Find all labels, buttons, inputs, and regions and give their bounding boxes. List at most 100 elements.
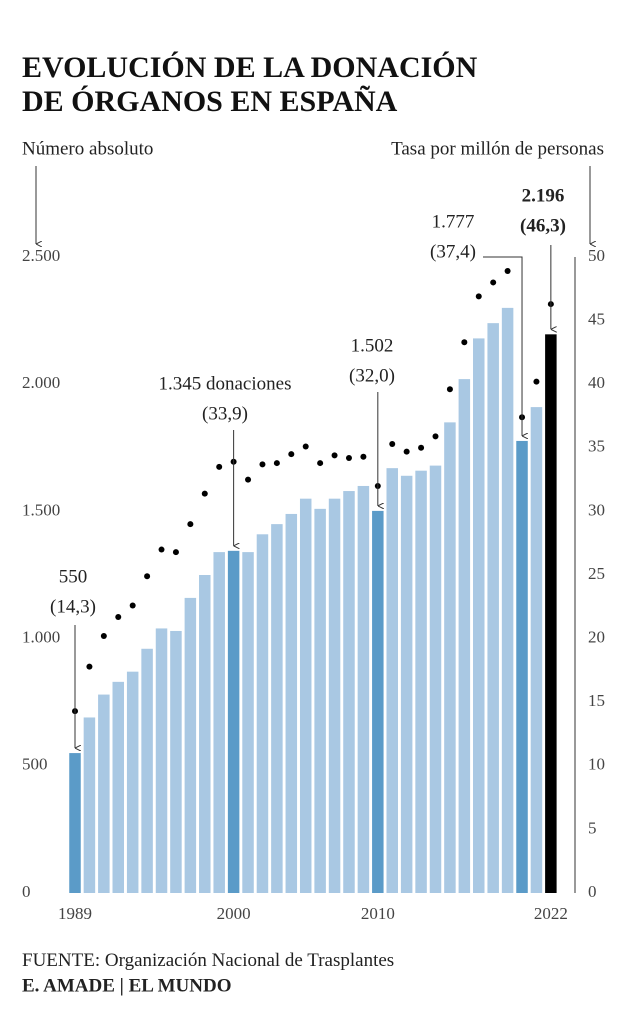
rate-dot bbox=[201, 490, 208, 497]
y-tick-label: 2.500 bbox=[22, 246, 60, 265]
y2-tick-label: 45 bbox=[588, 310, 605, 329]
value-label: 1.777 bbox=[432, 211, 475, 232]
bar bbox=[473, 338, 485, 894]
rate-dot bbox=[504, 267, 511, 274]
bar bbox=[530, 407, 543, 893]
bar bbox=[372, 510, 384, 893]
y-tick-label: 1.000 bbox=[22, 628, 60, 647]
y2-tick-label: 15 bbox=[588, 691, 605, 710]
bar bbox=[285, 513, 298, 893]
rate-dot bbox=[317, 460, 324, 467]
rate-dot bbox=[158, 546, 165, 553]
rate-dot bbox=[389, 440, 396, 447]
source-label: FUENTE: bbox=[22, 950, 100, 971]
rate-label: (46,3) bbox=[520, 215, 566, 236]
rate-dot bbox=[115, 613, 122, 620]
bar bbox=[415, 470, 427, 893]
rate-dot bbox=[288, 451, 295, 458]
bar bbox=[386, 468, 398, 893]
bar bbox=[516, 440, 528, 893]
y2-tick-label: 50 bbox=[588, 246, 605, 265]
rate-dot bbox=[345, 454, 352, 461]
y2-tick-label: 25 bbox=[588, 564, 605, 583]
rate-dot bbox=[446, 386, 453, 393]
x-tick-label: 2000 bbox=[217, 904, 251, 923]
bar bbox=[487, 323, 499, 893]
bar bbox=[227, 550, 240, 893]
rate-dot bbox=[245, 476, 252, 483]
bar bbox=[299, 498, 312, 893]
rate-label: (14,3) bbox=[50, 596, 96, 617]
x-tick-label: 2010 bbox=[361, 904, 395, 923]
bar bbox=[271, 524, 283, 893]
bar bbox=[141, 648, 153, 893]
bar bbox=[83, 717, 96, 893]
rate-dot bbox=[403, 448, 410, 455]
bar bbox=[343, 491, 355, 893]
value-label: 1.345 donaciones bbox=[159, 373, 292, 394]
chart-title: DE ÓRGANOS EN ESPAÑA bbox=[22, 85, 398, 118]
bar bbox=[242, 552, 254, 893]
y-tick-label: 2.000 bbox=[22, 373, 60, 392]
bar bbox=[501, 307, 514, 893]
chart-title: EVOLUCIÓN DE LA DONACIÓN bbox=[22, 51, 478, 84]
y2-tick-label: 30 bbox=[588, 500, 605, 519]
rate-dot bbox=[533, 378, 540, 385]
x-tick-label: 2022 bbox=[534, 904, 568, 923]
y2-tick-label: 35 bbox=[588, 437, 605, 456]
bar bbox=[155, 628, 168, 893]
rate-dot bbox=[490, 279, 497, 286]
bar bbox=[458, 379, 471, 893]
bar bbox=[314, 508, 326, 893]
rate-dot bbox=[432, 433, 439, 440]
y2-tick-label: 40 bbox=[588, 373, 605, 392]
y2-tick-label: 10 bbox=[588, 755, 605, 774]
rate-dot bbox=[302, 443, 309, 450]
rate-dot bbox=[187, 521, 194, 528]
rate-dot bbox=[475, 293, 482, 300]
bar bbox=[98, 694, 110, 893]
bar bbox=[213, 552, 225, 893]
y2-tick-label: 20 bbox=[588, 628, 605, 647]
annotation-line bbox=[483, 256, 522, 436]
bar bbox=[184, 597, 197, 893]
rate-dot bbox=[216, 463, 223, 470]
bar bbox=[170, 630, 182, 893]
bar bbox=[357, 485, 370, 893]
rate-dot bbox=[331, 452, 338, 459]
bar bbox=[444, 422, 456, 893]
bar bbox=[256, 534, 269, 893]
rate-dot bbox=[360, 453, 367, 460]
bar bbox=[545, 334, 557, 893]
y-tick-label: 1.500 bbox=[22, 500, 60, 519]
value-label: 1.502 bbox=[351, 335, 394, 356]
x-tick-label: 1989 bbox=[58, 904, 92, 923]
rate-dot bbox=[86, 663, 93, 670]
y2-tick-label: 5 bbox=[588, 818, 597, 837]
credit: E. AMADE | EL MUNDO bbox=[22, 975, 232, 996]
rate-dot bbox=[100, 633, 107, 640]
bar bbox=[328, 498, 341, 893]
rate-label: (33,9) bbox=[202, 403, 248, 424]
rate-dot bbox=[461, 339, 468, 346]
source: FUENTE: Organización Nacional de Traspla… bbox=[22, 950, 394, 971]
rate-dot bbox=[259, 461, 266, 468]
rate-dot bbox=[418, 444, 425, 451]
bar bbox=[429, 465, 442, 893]
y-axis-label: Número absoluto bbox=[22, 138, 153, 159]
y-tick-label: 0 bbox=[22, 882, 31, 901]
rate-label: (37,4) bbox=[430, 241, 476, 262]
bar bbox=[126, 671, 139, 893]
rate-dot bbox=[273, 460, 280, 467]
value-label: 2.196 bbox=[522, 185, 565, 206]
y2-axis-label: Tasa por millón de personas bbox=[391, 138, 604, 159]
bar bbox=[112, 681, 125, 893]
rate-dot bbox=[144, 573, 151, 580]
rate-dot bbox=[172, 549, 179, 556]
source-text: Organización Nacional de Trasplantes bbox=[105, 950, 394, 971]
bar bbox=[69, 753, 81, 893]
bar bbox=[199, 575, 211, 893]
bar bbox=[400, 475, 413, 893]
y-tick-label: 500 bbox=[22, 755, 48, 774]
